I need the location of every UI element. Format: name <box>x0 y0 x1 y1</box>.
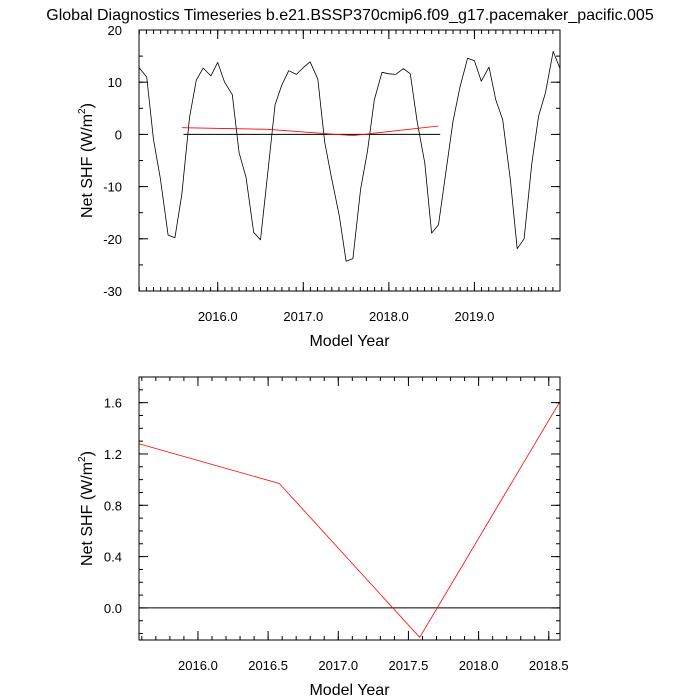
x-tick-label: 2017.5 <box>389 658 429 673</box>
y-tick-label: -20 <box>103 232 122 247</box>
x-tick-label: 2018.0 <box>459 658 499 673</box>
y-axis-label-sup: 2 <box>77 456 88 462</box>
x-tick-label: 2016.5 <box>248 658 288 673</box>
y-tick-label: 1.2 <box>104 447 122 462</box>
y-axis-label-sup: 2 <box>77 108 88 114</box>
chart-title: Global Diagnostics Timeseries b.e21.BSSP… <box>46 7 654 24</box>
y-axis-label-main: Net SHF (W/m <box>79 114 96 218</box>
x-tick-label: 2018.0 <box>369 309 409 324</box>
plot-frame <box>138 376 561 641</box>
y-tick-label: 0.8 <box>104 498 122 513</box>
series-line-0 <box>138 401 561 638</box>
y-tick-label: -10 <box>103 180 122 195</box>
y-axis-label-close: ) <box>79 103 96 108</box>
bottom-panel: 2016.0 2016.5 2017.0 2017.5 2018.0 2018.5 0.0 0… <box>77 376 569 699</box>
y-tick-label: -30 <box>103 284 122 299</box>
y-axis-label: Net SHF (W/m2) <box>77 451 96 566</box>
x-tick-label: 2016.0 <box>178 658 218 673</box>
y-axis-label: Net SHF (W/m2) <box>77 103 96 218</box>
x-tick-label: 2017.0 <box>318 658 358 673</box>
series-line-1 <box>181 125 439 137</box>
x-axis-label: Model Year <box>309 682 390 699</box>
y-tick-label: 0 <box>115 127 122 142</box>
series-line-0 <box>138 51 561 262</box>
x-axis-label: Model Year <box>309 333 390 350</box>
y-axis-label-main: Net SHF (W/m <box>79 462 96 566</box>
top-panel: 2016.0 2017.0 2018.0 2019.0 -30 -20 -10 0 10 20 Mo… <box>77 23 561 350</box>
y-tick-label: 20 <box>108 23 122 38</box>
x-tick-label: 2018.5 <box>529 658 569 673</box>
x-tick-label: 2016.0 <box>198 309 238 324</box>
y-tick-label: 10 <box>108 75 122 90</box>
x-tick-label: 2017.0 <box>283 309 323 324</box>
y-tick-label: 1.6 <box>104 396 122 411</box>
x-tick-label: 2019.0 <box>455 309 495 324</box>
y-tick-label: 0.4 <box>104 550 122 565</box>
y-tick-label: 0.0 <box>104 601 122 616</box>
y-axis-label-close: ) <box>79 451 96 456</box>
